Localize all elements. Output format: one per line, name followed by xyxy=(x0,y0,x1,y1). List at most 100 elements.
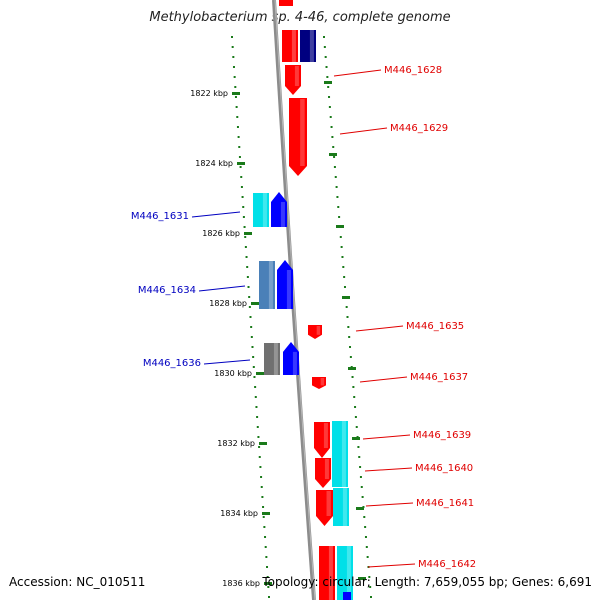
scale-tick xyxy=(264,582,272,585)
gene-label-m446-1635[interactable]: M446_1635 xyxy=(406,321,464,332)
dotted-guides xyxy=(231,36,372,598)
gene-label-m446-1634[interactable]: M446_1634 xyxy=(138,285,196,296)
left-dotted-guide-dot xyxy=(231,46,234,48)
scale-tick xyxy=(336,225,344,228)
right-dotted-guide-dot xyxy=(323,46,326,48)
scale-tick-label: 1836 kbp xyxy=(222,579,260,588)
left-dotted-guide-dot xyxy=(234,96,237,98)
gene-label-m446-1636[interactable]: M446_1636 xyxy=(143,358,201,369)
right-dotted-guide-dot xyxy=(354,406,357,408)
gene-feature-m446-1637-shade xyxy=(320,378,325,386)
left-dotted-guide-dot xyxy=(260,486,263,488)
gene-label-m446-1637[interactable]: M446_1637 xyxy=(410,372,468,383)
right-dotted-guide-dot xyxy=(364,526,367,528)
scale-tick-label: 1826 kbp xyxy=(202,229,240,238)
left-dotted-guide-dot xyxy=(256,426,259,428)
gene-feature-m446-1636-shade xyxy=(292,351,297,375)
gene-label-leader-m446-1635 xyxy=(355,325,404,332)
scale-tick-label: 1828 kbp xyxy=(209,299,247,308)
left-dotted-guide-dot xyxy=(261,496,264,498)
right-dotted-guide-dot xyxy=(349,346,352,348)
gene-feature-m446-1631 xyxy=(271,192,287,227)
gene-feature-m446-1635-shade xyxy=(316,326,321,335)
gene-label-leader-m446-1631 xyxy=(191,211,241,218)
gene-label-m446-1629[interactable]: M446_1629 xyxy=(390,123,448,134)
gene-feature-m446-1634 xyxy=(277,260,293,309)
gene-feature-m446-1635 xyxy=(308,325,322,339)
left-dotted-guide-dot xyxy=(243,226,246,228)
right-dotted-guide-dot xyxy=(337,206,340,208)
gene-label-leader-m446-1642 xyxy=(367,563,416,568)
gene-label-m446-1631[interactable]: M446_1631 xyxy=(131,211,189,222)
gene-feature-m446-1639-shade xyxy=(323,423,328,448)
left-dotted-guide-dot xyxy=(241,196,244,198)
left-dotted-guide-dot xyxy=(238,156,241,158)
right-dotted-guide-dot xyxy=(359,466,362,468)
backbone-line xyxy=(272,0,316,600)
right-dotted-guide-dot xyxy=(363,516,366,518)
left-dotted-guide-dot xyxy=(238,146,241,148)
gene-label-m446-1628[interactable]: M446_1628 xyxy=(384,65,442,76)
right-dotted-guide-dot xyxy=(369,586,372,588)
gene-label-m446-1642[interactable]: M446_1642 xyxy=(418,559,476,570)
scale-tick xyxy=(324,81,332,84)
right-dotted-guide-dot xyxy=(328,96,331,98)
left-dotted-guide-dot xyxy=(254,396,257,398)
right-dotted-guide-dot xyxy=(343,286,346,288)
gene-label-m446-1641[interactable]: M446_1641 xyxy=(416,498,474,509)
gene-feature-m446-1640-shade xyxy=(324,459,329,479)
right-dotted-guide-dot xyxy=(348,336,351,338)
right-dotted-guide-dot xyxy=(333,156,336,158)
gene-feature-m446-1642-shade xyxy=(328,546,333,600)
left-dotted-guide-dot xyxy=(236,126,239,128)
right-dotted-guide-dot xyxy=(365,546,368,548)
left-dotted-guide-dot xyxy=(248,306,251,308)
scale-tick xyxy=(356,507,364,510)
gene-labels: M446_1628 M446_1629 M446_1631 M446_1634 M446… xyxy=(131,65,476,570)
left-dotted-guide-dot xyxy=(240,186,243,188)
right-dotted-guide-dot xyxy=(331,136,334,138)
map-title: Methylobacterium sp. 4-46, complete geno… xyxy=(149,10,451,25)
gene-feature-m446-1637 xyxy=(312,377,326,389)
scale-tick xyxy=(358,577,366,580)
gene-feature-m446-1629-shade xyxy=(300,99,305,166)
right-dotted-guide-dot xyxy=(366,556,369,558)
gene-feature-unlabeled-shade xyxy=(262,193,267,227)
left-dotted-guide-dot xyxy=(231,36,233,38)
gene-label-m446-1639[interactable]: M446_1639 xyxy=(413,430,471,441)
left-dotted-guide-dot xyxy=(244,246,247,248)
right-dotted-guide-dot xyxy=(355,426,358,428)
scale-tick xyxy=(348,367,356,370)
gene-feature-m446-1629 xyxy=(289,98,307,176)
scale-tick xyxy=(262,512,270,515)
right-dotted-guide-dot xyxy=(324,56,327,58)
gene-feature-m446-1640 xyxy=(315,458,331,488)
accession-text: Accession: NC_010511 xyxy=(9,575,146,589)
right-dotted-guide-dot xyxy=(341,256,344,258)
gene-label-leader-m446-1628 xyxy=(333,69,382,77)
gene-label-leader-m446-1637 xyxy=(359,376,408,383)
gene-label-leader-m446-1636 xyxy=(203,359,251,365)
left-dotted-guide-dot xyxy=(253,376,256,378)
right-dotted-guide-dot xyxy=(360,486,363,488)
gene-feature-m446-1641 xyxy=(316,490,333,526)
right-dotted-guide-dot xyxy=(325,66,328,68)
right-dotted-guide-dot xyxy=(329,116,332,118)
left-dotted-guide-dot xyxy=(249,316,252,318)
right-dotted-guide-dot xyxy=(349,356,352,358)
right-dotted-guide-dot xyxy=(353,396,356,398)
gene-feature-m446-1631-shade xyxy=(280,202,285,227)
right-dotted-guide-dot xyxy=(368,576,371,578)
genome-summary-text: Topology: circular; Length: 7,659,055 bp… xyxy=(262,575,592,589)
right-dotted-guide-dot xyxy=(357,446,360,448)
gene-label-m446-1640[interactable]: M446_1640 xyxy=(415,463,473,474)
left-dotted-guide-dot xyxy=(252,356,255,358)
gene-feature-unlabeled xyxy=(282,30,298,62)
right-dotted-guide-dot xyxy=(354,416,357,418)
left-dotted-guide-dot xyxy=(251,346,254,348)
gene-feature-m446-1634-shade xyxy=(286,270,291,309)
right-dotted-guide-dot xyxy=(336,196,339,198)
left-dotted-guide-dot xyxy=(266,566,269,568)
right-dotted-guide-dot xyxy=(347,326,350,328)
